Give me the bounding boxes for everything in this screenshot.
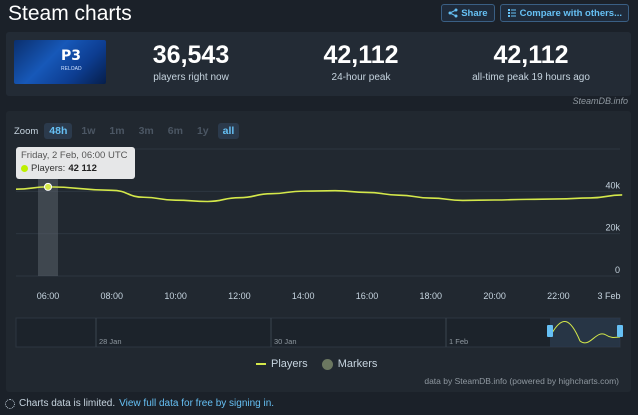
chart-tooltip: Friday, 2 Feb, 06:00 UTC Players: 42 112 [16, 147, 135, 179]
zoom-1m-button[interactable]: 1m [109, 125, 125, 137]
legend-players[interactable]: Players [256, 358, 308, 370]
top-actions: Share Compare with others... [441, 4, 629, 22]
compare-icon [507, 9, 516, 17]
stat-all-time-peak-value: 42,112 [493, 41, 569, 69]
chart-legend: Players Markers [256, 358, 377, 370]
tooltip-date: Friday, 2 Feb, 06:00 UTC [21, 150, 128, 161]
game-logo-text: P3 [61, 48, 82, 64]
stats-panel: P3 RELOAD 36,543 players right now 42,11… [6, 32, 631, 96]
x-tick-label: 20:00 [483, 291, 506, 301]
stat-all-time-peak-label: all-time peak 19 hours ago [472, 72, 590, 83]
navigator-handle-left [547, 325, 553, 337]
share-label: Share [461, 7, 488, 19]
zoom-1w-button[interactable]: 1w [81, 125, 96, 137]
navigator-tick-label: 30 Jan [274, 337, 297, 346]
y-tick-label: 0 [615, 265, 620, 275]
highcharts-credit[interactable]: data by SteamDB.info (powered by highcha… [424, 376, 619, 386]
steamdb-credit[interactable]: SteamDB.info [572, 96, 628, 106]
zoom-all-button[interactable]: all [217, 123, 240, 139]
stat-current-value: 36,543 [152, 41, 230, 69]
x-tick-label: 18:00 [420, 291, 443, 301]
zoom-6m-button[interactable]: 6m [167, 125, 183, 137]
stat-24h-peak: 42,112 24-hour peak [306, 41, 416, 84]
players-chart[interactable]: 0 20k 40k 06:00 08:00 10:00 12:00 14:00 16:00 18:… [6, 111, 631, 392]
zoom-1y-button[interactable]: 1y [196, 125, 209, 137]
stat-all-time-peak: 42,112 all-time peak 19 hours ago [461, 41, 601, 84]
stat-24h-peak-label: 24-hour peak [331, 72, 391, 83]
x-tick-label: 06:00 [37, 291, 60, 301]
y-tick-label: 20k [605, 223, 620, 233]
game-logo[interactable]: P3 RELOAD [14, 40, 106, 84]
stat-current: 36,543 players right now [136, 41, 246, 84]
game-logo-sub: RELOAD [61, 66, 82, 72]
navigator-series-line [551, 321, 621, 344]
footer-text: Charts data is limited. [19, 398, 116, 409]
share-icon [448, 8, 458, 18]
footer-notice: Charts data is limited. View full data f… [5, 398, 274, 409]
stat-current-label: players right now [153, 72, 229, 83]
tooltip-series-dot [21, 165, 28, 172]
players-series-line [15, 186, 623, 203]
sign-in-link[interactable]: View full data for free by signing in. [119, 398, 275, 409]
x-tick-label: 10:00 [164, 291, 187, 301]
x-tick-label: 16:00 [356, 291, 379, 301]
x-tick-label: 14:00 [292, 291, 315, 301]
x-tick-label: 08:00 [101, 291, 124, 301]
navigator-selection [550, 318, 620, 347]
hover-column [38, 149, 58, 276]
x-tick-label: 22:00 [547, 291, 570, 301]
y-tick-label: 40k [605, 180, 620, 190]
hover-point [44, 182, 52, 191]
compare-label: Compare with others... [519, 7, 622, 19]
legend-markers-label: Markers [337, 358, 378, 370]
x-tick-label: 3 Feb [597, 291, 620, 301]
chart-panel: Zoom 48h 1w 1m 3m 6m 1y all 0 20k 40k 06:00… [6, 111, 631, 392]
legend-players-swatch [256, 363, 266, 365]
navigator-tick-label: 28 Jan [99, 337, 122, 346]
navigator-handle-right [617, 325, 623, 337]
stat-24h-peak-value: 42,112 [323, 41, 399, 69]
tooltip-value: 42 112 [68, 163, 97, 174]
legend-players-label: Players [271, 358, 308, 370]
legend-markers-swatch [321, 358, 333, 370]
navigator-tick-label: 1 Feb [449, 337, 468, 346]
tooltip-series-label: Players: [31, 163, 66, 174]
zoom-label: Zoom [14, 125, 39, 137]
page-title: Steam charts [8, 2, 132, 25]
loading-icon [5, 398, 15, 409]
zoom-48h-button[interactable]: 48h [44, 123, 73, 139]
navigator [15, 317, 621, 348]
zoom-row: Zoom 48h 1w 1m 3m 6m 1y all [14, 123, 240, 139]
legend-markers[interactable]: Markers [321, 358, 378, 370]
x-tick-label: 12:00 [228, 291, 251, 301]
share-button[interactable]: Share [441, 4, 495, 22]
zoom-3m-button[interactable]: 3m [138, 125, 154, 137]
compare-button[interactable]: Compare with others... [499, 4, 629, 22]
